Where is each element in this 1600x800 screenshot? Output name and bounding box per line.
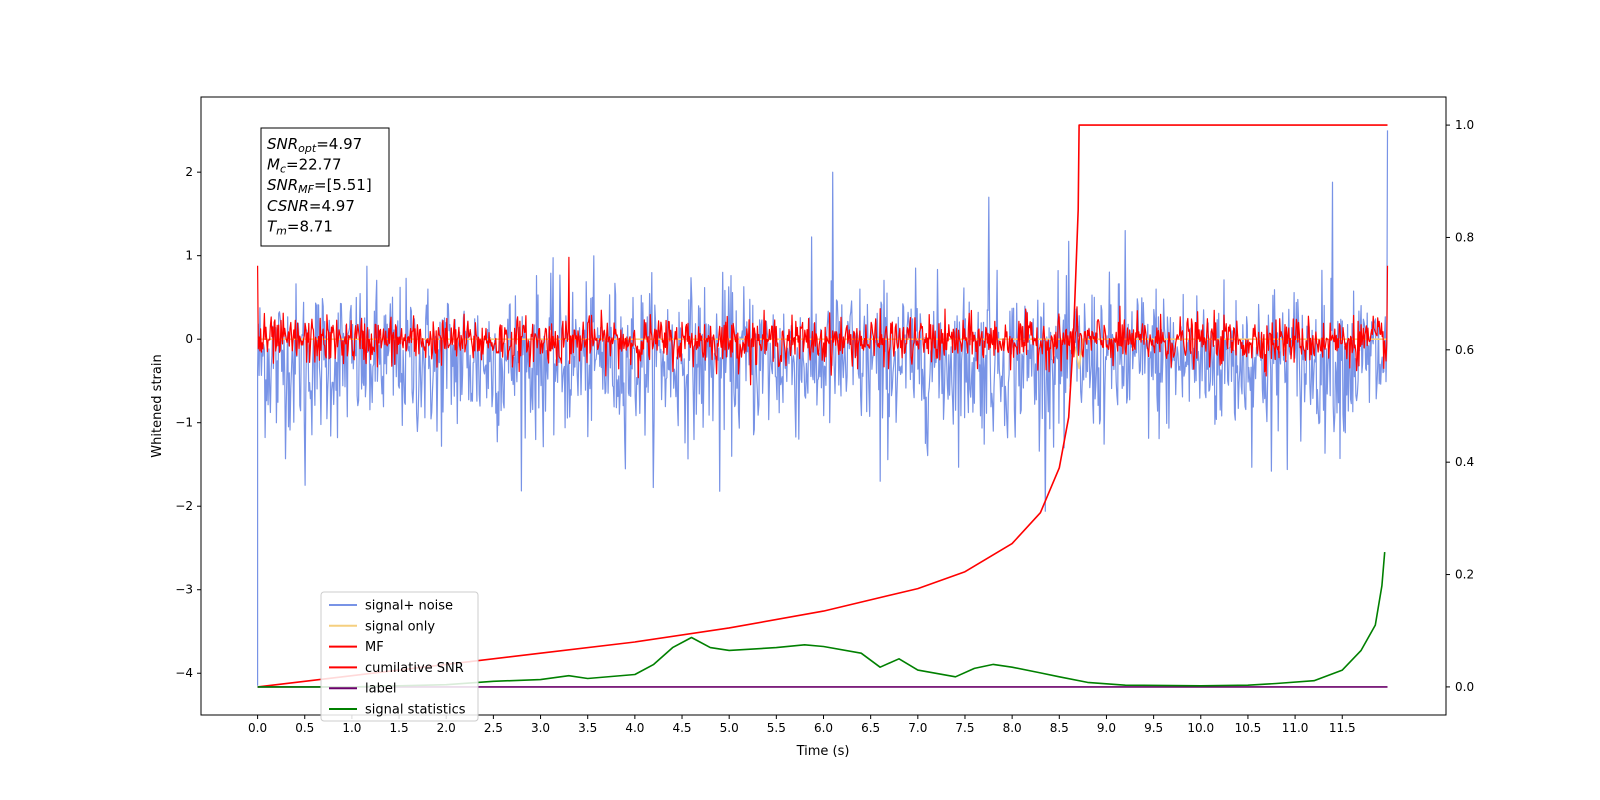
legend-entry: MF — [365, 640, 384, 655]
series-signal-statistics — [257, 552, 1386, 688]
x-tick-label: 4.0 — [625, 721, 644, 735]
legend-frame — [320, 591, 479, 722]
legend-entry: signal statistics — [365, 703, 466, 718]
x-tick-label: 6.5 — [861, 721, 880, 735]
x-tick-label: 3.5 — [578, 721, 597, 735]
x-tick-label: 8.0 — [1003, 721, 1022, 735]
annotation-line: SNRMF=[5.51] — [267, 176, 372, 196]
y2-tick-label: 1.0 — [1455, 118, 1474, 132]
x-tick-label: 7.5 — [955, 721, 974, 735]
legend-entry: label — [365, 682, 396, 697]
x-tick-label: 0.0 — [248, 721, 267, 735]
annotation-line: Tm=8.71 — [267, 217, 333, 237]
x-tick-label: 8.5 — [1050, 721, 1069, 735]
x-tick-label: 2.0 — [437, 721, 456, 735]
y-axis-label: Whitened strain — [150, 354, 165, 457]
stats-annotation-box: SNRopt=4.97Mc=22.77SNRMF=[5.51]CSNR=4.97… — [260, 127, 390, 247]
x-tick-label: 3.0 — [531, 721, 550, 735]
x-tick-label: 1.5 — [390, 721, 409, 735]
x-tick-label: 10.5 — [1235, 721, 1262, 735]
x-axis: 0.0 0.5 1.0 1.5 2.0 2.5 3.0 3.5 4.0 4.5 5.0 5.5 6.0 6… — [248, 715, 1356, 735]
y-tick-label: −1 — [175, 416, 193, 430]
x-tick-label: 10.0 — [1187, 721, 1214, 735]
annotation-frame — [260, 127, 390, 247]
y2-tick-label: 0.2 — [1455, 568, 1474, 582]
x-axis-label: Time (s) — [796, 744, 850, 759]
y-tick-label: 2 — [185, 165, 193, 179]
x-tick-label: 6.0 — [814, 721, 833, 735]
legend-entry: signal only — [365, 619, 435, 634]
x-tick-label: 11.5 — [1329, 721, 1356, 735]
legend: signal+ noise signal only MF cumilative SNR… — [320, 591, 479, 722]
x-tick-label: 7.0 — [908, 721, 927, 735]
y-tick-label: 0 — [185, 332, 193, 346]
y-axis-left: 2 1 0 −1 −2 −3 −4 — [175, 165, 201, 680]
legend-entry: signal+ noise — [365, 599, 453, 614]
x-tick-label: 11.0 — [1282, 721, 1309, 735]
x-tick-label: 4.5 — [672, 721, 691, 735]
x-tick-label: 1.0 — [342, 721, 361, 735]
annotation-line: Mc=22.77 — [267, 156, 342, 176]
y-tick-label: 1 — [185, 249, 193, 263]
y2-tick-label: 0.4 — [1455, 455, 1474, 469]
x-tick-label: 5.0 — [720, 721, 739, 735]
y-tick-label: −2 — [175, 499, 193, 513]
legend-entry: cumilative SNR — [365, 661, 464, 676]
x-tick-label: 9.0 — [1097, 721, 1116, 735]
y-tick-label: −4 — [175, 666, 193, 680]
x-tick-label: 0.5 — [295, 721, 314, 735]
y2-tick-label: 0.8 — [1455, 230, 1474, 244]
series-mf — [257, 256, 1389, 386]
y2-tick-label: 0.0 — [1455, 680, 1474, 694]
annotation-line: SNRopt=4.97 — [267, 135, 362, 155]
x-tick-label: 5.5 — [767, 721, 786, 735]
y2-tick-label: 0.6 — [1455, 343, 1474, 357]
x-tick-label: 2.5 — [484, 721, 503, 735]
y-tick-label: −3 — [175, 583, 193, 597]
annotation-line: CSNR=4.97 — [267, 197, 355, 215]
x-tick-label: 9.5 — [1144, 721, 1163, 735]
y-axis-right: 1.0 0.8 0.6 0.4 0.2 0.0 — [1446, 118, 1474, 694]
